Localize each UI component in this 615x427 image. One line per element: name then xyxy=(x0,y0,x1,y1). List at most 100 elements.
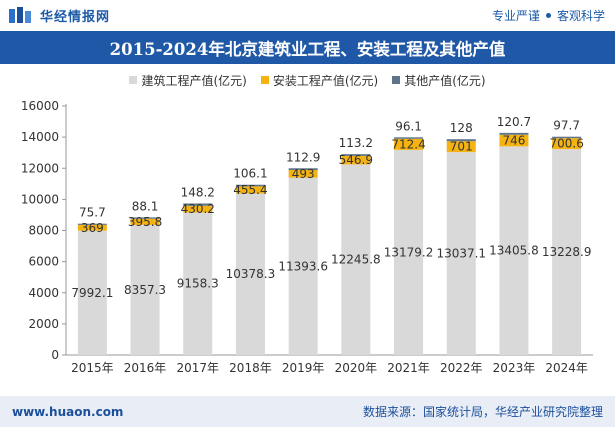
bar-building xyxy=(183,212,213,355)
legend-item-building: 建筑工程产值(亿元) xyxy=(129,72,247,89)
bar-building xyxy=(446,152,476,355)
data-label-installation: 395.8 xyxy=(128,215,162,229)
y-tick-label: 0 xyxy=(51,348,59,362)
data-label-building: 8357.3 xyxy=(124,283,166,297)
bar-installation xyxy=(341,155,371,165)
bar-other xyxy=(446,139,476,142)
legend-swatch-other xyxy=(392,76,401,84)
x-tick-label: 2024年 xyxy=(545,361,588,375)
data-label-building: 13037.1 xyxy=(436,247,486,261)
legend-item-installation: 安装工程产值(亿元) xyxy=(260,72,379,89)
legend-label-building: 建筑工程产值(亿元) xyxy=(141,73,247,88)
x-tick-label: 2017年 xyxy=(176,361,219,375)
bar-installation xyxy=(446,141,476,153)
bar-building xyxy=(499,146,529,355)
data-label-building: 13228.9 xyxy=(542,245,592,259)
bar-building xyxy=(130,224,160,355)
bar-building xyxy=(235,193,265,355)
bar-installation xyxy=(77,224,107,231)
top-bar: 华经情报网 专业严谨 客观科学 xyxy=(0,0,615,30)
y-tick-label: 14000 xyxy=(21,130,59,144)
data-label-installation: 746 xyxy=(502,134,525,148)
slogan-left: 专业严谨 xyxy=(491,8,540,23)
data-label-installation: 701 xyxy=(450,140,473,154)
data-label-other: 148.2 xyxy=(181,185,215,199)
y-tick-label: 4000 xyxy=(28,286,59,300)
brand-name: 华经情报网 xyxy=(40,9,111,25)
bar-other xyxy=(235,184,265,187)
bar-installation xyxy=(288,170,318,178)
data-label-other: 96.1 xyxy=(395,119,422,133)
legend-swatch-installation xyxy=(260,76,269,84)
bar-other xyxy=(394,137,424,139)
bar-other xyxy=(552,136,582,139)
bar-other xyxy=(130,217,160,219)
data-label-other: 112.9 xyxy=(286,150,320,164)
brand-logo-icon xyxy=(9,7,31,23)
bar-installation xyxy=(235,186,265,194)
footer: www.huaon.com 数据来源：国家统计局，华经产业研究院整理 xyxy=(0,396,615,427)
bar-building xyxy=(77,230,107,355)
x-tick-label: 2022年 xyxy=(440,361,483,375)
y-tick-label: 12000 xyxy=(21,161,59,175)
slogan-right: 客观科学 xyxy=(556,8,605,23)
legend-label-installation: 安装工程产值(亿元) xyxy=(272,73,379,88)
data-label-other: 128 xyxy=(450,121,473,135)
x-tick-label: 2019年 xyxy=(282,361,325,375)
bar-building xyxy=(288,177,318,355)
bar-other xyxy=(77,223,107,225)
y-tick-label: 6000 xyxy=(28,255,59,269)
bar-other xyxy=(341,154,371,156)
data-label-other: 120.7 xyxy=(497,115,531,129)
slogan: 专业严谨 客观科学 xyxy=(492,7,605,24)
y-tick-label: 2000 xyxy=(28,317,59,331)
y-tick-label: 10000 xyxy=(21,192,59,206)
data-label-building: 7992.1 xyxy=(71,286,113,300)
data-label-other: 88.1 xyxy=(132,199,159,213)
bar-building xyxy=(341,164,371,355)
data-label-building: 12245.8 xyxy=(331,253,381,267)
data-label-other: 106.1 xyxy=(233,167,267,181)
legend-item-other: 其他产值(亿元) xyxy=(392,72,486,89)
data-label-installation: 455.4 xyxy=(233,183,267,197)
chart-title: 2015-2024年北京建筑业工程、安装工程及其他产值 xyxy=(0,31,615,64)
data-label-building: 9158.3 xyxy=(177,277,219,291)
data-label-building: 13179.2 xyxy=(384,245,434,259)
bar-installation xyxy=(499,134,529,147)
data-label-building: 11393.6 xyxy=(278,259,328,273)
data-label-installation: 430.2 xyxy=(181,202,215,216)
x-tick-label: 2023年 xyxy=(493,361,536,375)
x-tick-label: 2021年 xyxy=(387,361,430,375)
brand: 华经情报网 xyxy=(8,6,110,25)
bar-installation xyxy=(130,218,160,225)
bar-installation xyxy=(394,138,424,150)
data-label-installation: 712.4 xyxy=(391,137,425,151)
data-label-installation: 700.6 xyxy=(549,137,583,151)
data-label-installation: 546.9 xyxy=(339,153,373,167)
data-label-other: 113.2 xyxy=(339,136,373,150)
bar-building xyxy=(552,149,582,355)
y-tick-label: 8000 xyxy=(28,224,59,238)
bar-other xyxy=(183,203,213,206)
y-tick-label: 16000 xyxy=(21,99,59,113)
data-label-other: 75.7 xyxy=(79,206,106,220)
footer-source: 数据来源：国家统计局，华经产业研究院整理 xyxy=(362,405,603,419)
bar-other xyxy=(499,132,529,135)
x-tick-label: 2018年 xyxy=(229,361,272,375)
footer-url: www.huaon.com xyxy=(12,404,124,419)
data-label-building: 10378.3 xyxy=(226,267,276,281)
data-label-installation: 493 xyxy=(292,167,315,181)
legend-swatch-building xyxy=(129,76,138,84)
legend: 建筑工程产值(亿元) 安装工程产值(亿元) 其他产值(亿元) xyxy=(0,70,615,90)
slogan-dot-icon xyxy=(545,12,551,18)
bar-installation xyxy=(552,138,582,150)
x-tick-label: 2020年 xyxy=(335,361,378,375)
data-label-installation: 369 xyxy=(81,221,104,235)
bar-installation xyxy=(183,205,213,213)
x-tick-label: 2016年 xyxy=(124,361,167,375)
data-label-building: 13405.8 xyxy=(489,244,539,258)
bar-building xyxy=(394,149,424,355)
data-label-other: 97.7 xyxy=(553,119,580,133)
x-tick-label: 2015年 xyxy=(71,361,114,375)
